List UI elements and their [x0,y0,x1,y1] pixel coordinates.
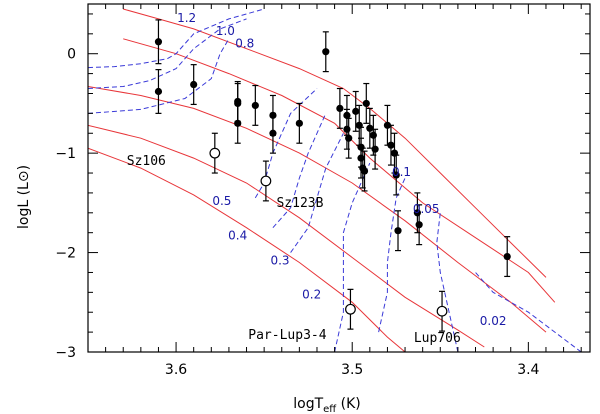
track-line-0.05 [436,212,459,352]
star-point [269,129,277,137]
star-label: Sz123B [276,196,323,211]
track-label: 1.2 [177,11,196,25]
star-label: Sz106 [127,154,166,169]
isochrone-line-5 [88,147,406,352]
star-point [415,221,423,229]
star-point [369,131,377,139]
star-point [366,124,374,132]
star-point [383,121,392,129]
track-line-0.8 [88,38,230,114]
star-label: Lup706 [414,331,461,346]
axes-layer: 3.6 3.5 3.4 0 −1 −2 −3 [55,3,591,378]
isochrone-line-4 [88,124,485,348]
track-layer [88,8,582,352]
track-label: 1.0 [216,24,235,38]
star-point [190,80,198,89]
star-point [154,38,163,46]
y-axis-title: logL (L⊙) [16,165,32,229]
track-label: 0.3 [270,254,289,268]
track-label: 0.2 [302,287,321,301]
y-tick-label: −1 [55,146,76,162]
track-label: 0.5 [212,194,231,208]
star-point [371,145,379,153]
y-tick-label: −3 [55,345,76,361]
x-tick-label: 3.4 [517,362,539,378]
star-point [336,104,344,112]
plot-frame [87,3,591,353]
star-point-open [209,147,221,159]
track-label: 0.05 [413,202,440,216]
isochrone-line-2 [123,38,556,303]
star-point [387,141,395,149]
star-point [234,119,242,127]
point-layer [154,19,511,332]
track-label: 0.1 [392,165,411,179]
track-label: 0.4 [228,229,247,243]
star-point [360,167,369,175]
track-line-1.0 [88,18,247,89]
track-line-0.4 [272,113,327,229]
star-point [251,101,259,110]
track-line-0.1 [378,177,406,333]
star-point-open [345,303,356,315]
label-layer: 1.2 1.00.8 0.5 0.4 0.3 0.2 0.1 0.05 0.02 Sz106 Sz1… [127,11,507,346]
y-tick-label: −2 [55,246,76,262]
track-line-1.2 [88,8,265,69]
star-label: Par-Lup3-4 [248,328,326,343]
star-point [295,119,303,127]
star-point [392,171,400,179]
track-line-0.3 [290,133,344,253]
star-point [322,48,330,56]
star-point [394,227,402,235]
star-point [154,87,163,96]
track-label: 0.02 [480,314,507,328]
isochrone-line-1 [123,8,547,278]
track-label: 0.8 [235,37,254,51]
star-point [503,252,511,261]
star-point [345,134,353,142]
star-point [357,154,365,162]
star-point [343,125,351,133]
star-point [362,99,370,108]
star-point [352,107,360,115]
track-line-0.02 [475,272,582,352]
star-point-open [260,175,272,187]
x-tick-label: 3.6 [165,362,187,378]
y-tick-label: 0 [67,47,76,63]
track-line-0.2 [334,162,371,352]
x-axis-title: logTeff (K) [293,396,361,414]
star-point-open [436,305,448,317]
x-tick-label: 3.5 [341,362,363,378]
